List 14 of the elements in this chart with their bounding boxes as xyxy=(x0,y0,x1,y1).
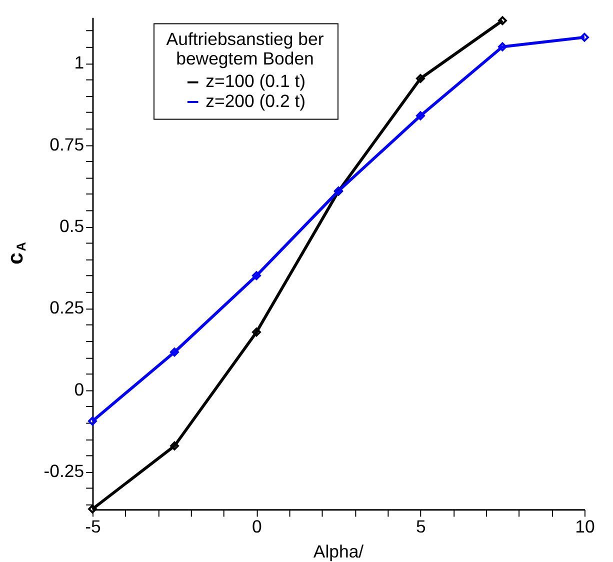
y-tick-label: 0.25 xyxy=(50,298,84,318)
legend-label: z=200 (0.2 t) xyxy=(206,90,306,111)
y-tick-label: 0 xyxy=(74,379,84,400)
x-tick-label: -5 xyxy=(85,516,102,536)
x-tick-label: 10 xyxy=(575,516,595,536)
y-tick-label: -0.25 xyxy=(44,461,84,482)
legend-label: z=100 (0.1 t) xyxy=(206,71,306,92)
y-tick-label: 0.75 xyxy=(50,134,84,154)
x-axis-title: Alpha/ xyxy=(313,542,364,562)
x-tick-label: 0 xyxy=(252,516,262,536)
y-axis-title: cA xyxy=(2,242,29,264)
y-tick-label: 0.5 xyxy=(60,216,84,236)
y-tick-label: 1 xyxy=(74,52,84,73)
x-tick-label: 5 xyxy=(416,516,426,536)
